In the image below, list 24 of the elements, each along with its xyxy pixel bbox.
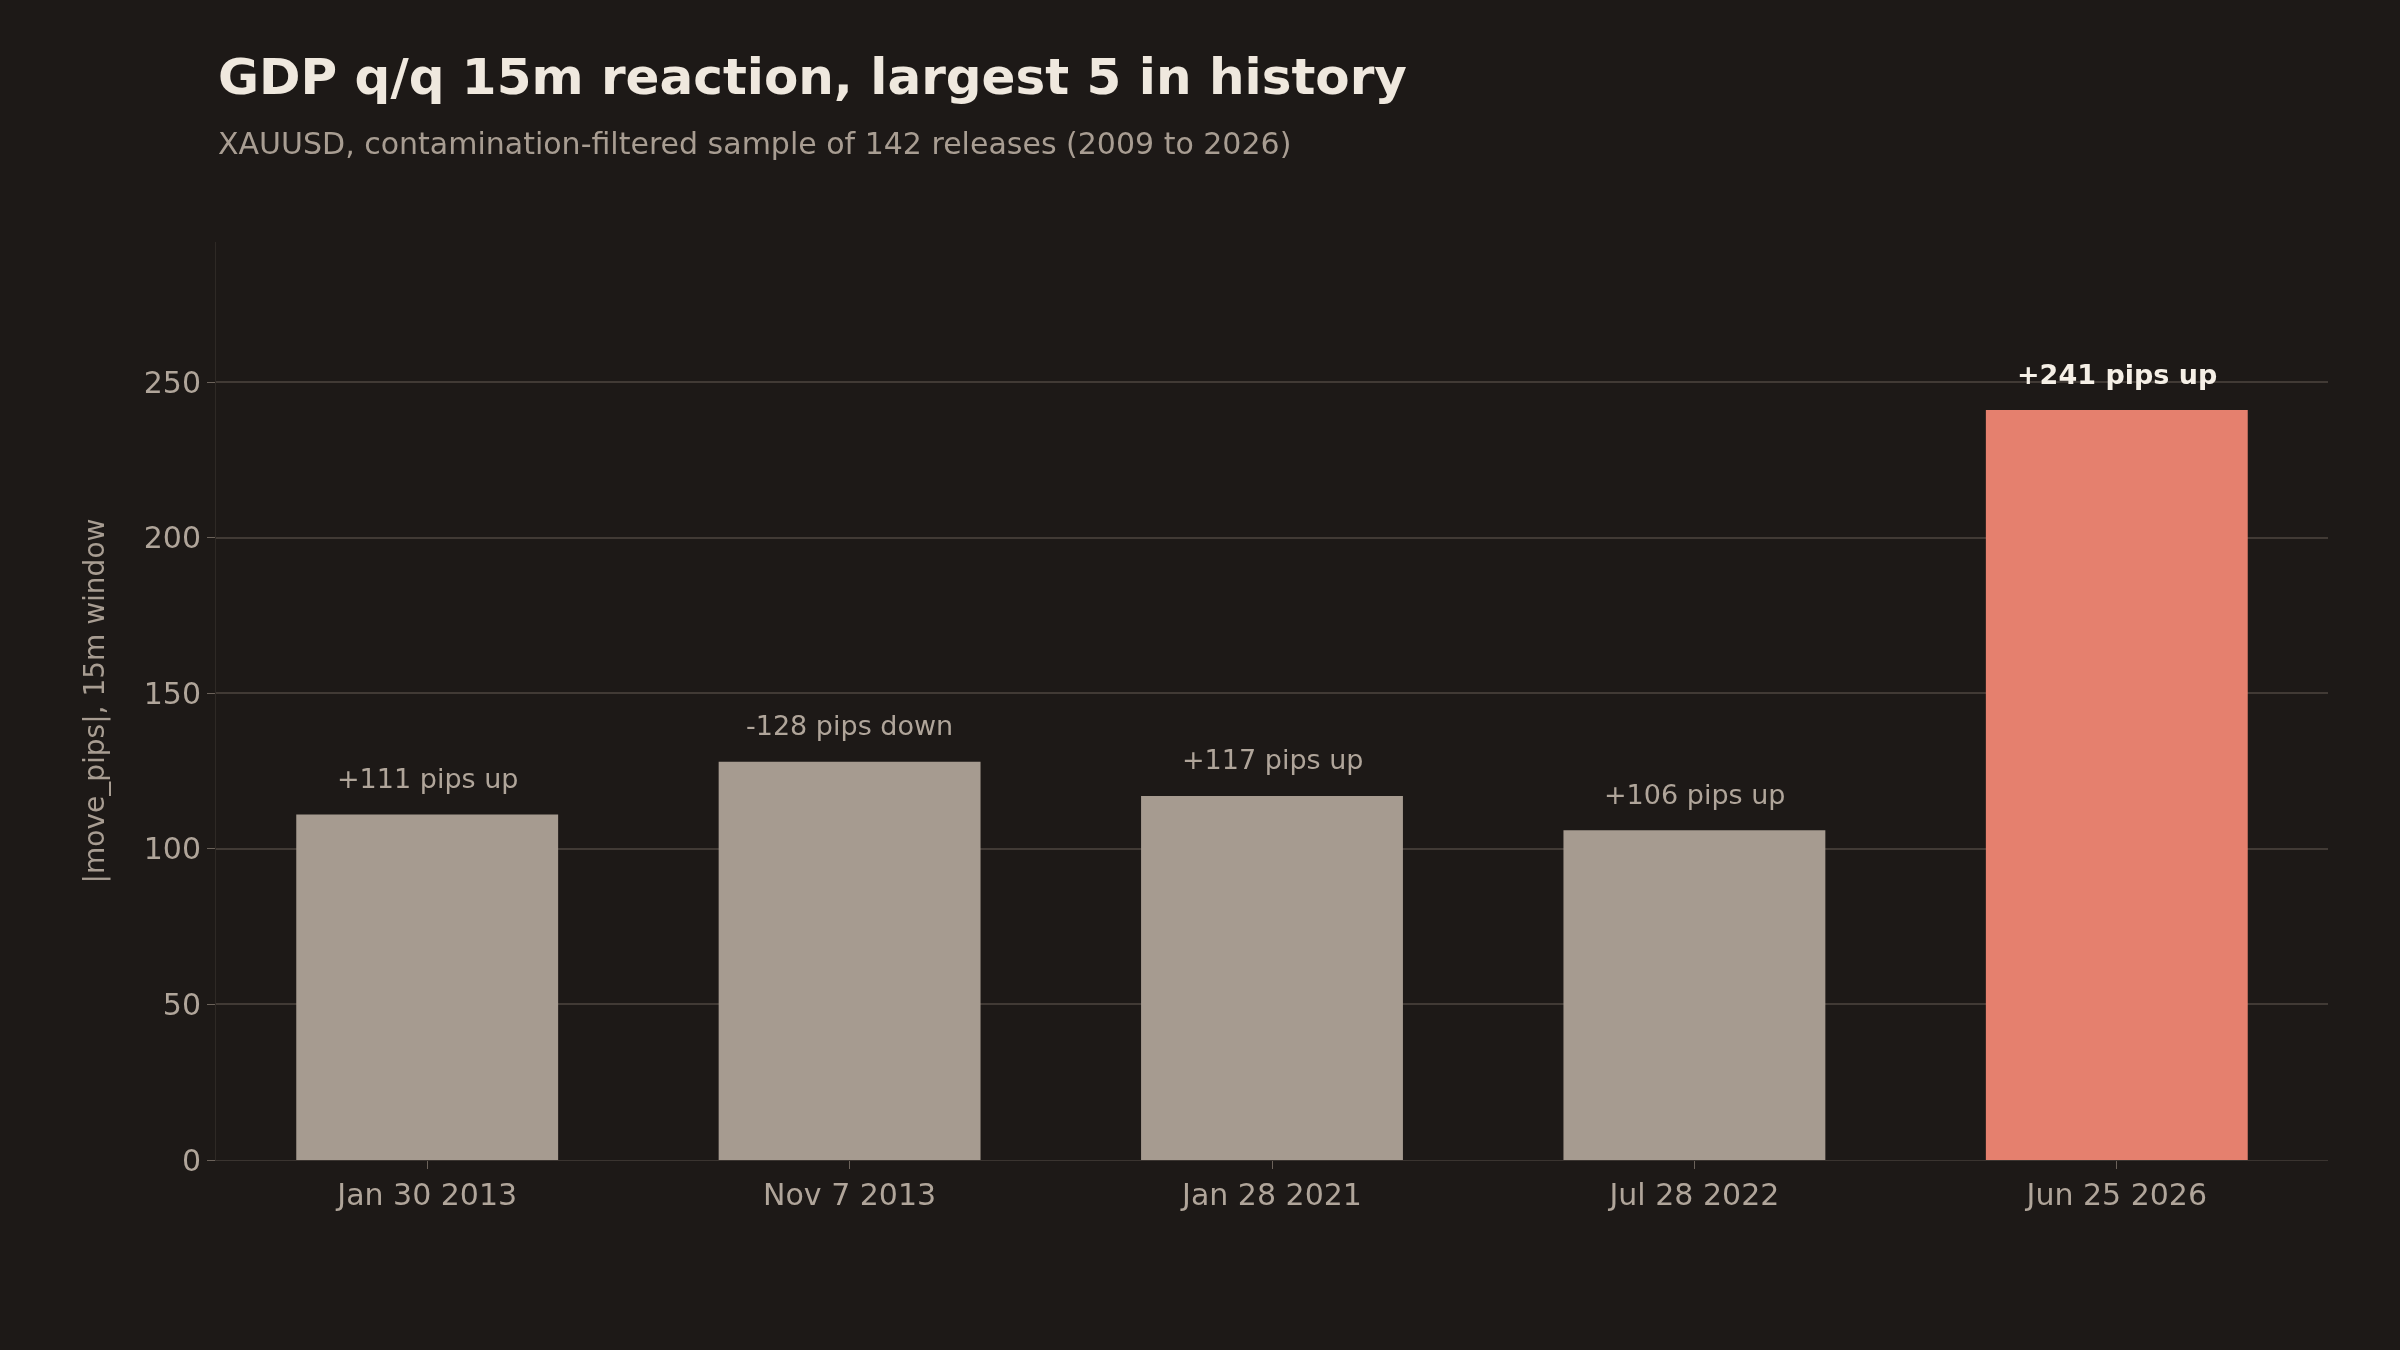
y-axis-title: |move_pips|, 15m window	[78, 518, 112, 884]
y-tick-label: 250	[143, 364, 201, 400]
y-tick-label: 200	[143, 520, 201, 556]
annotation: +241 pips up	[2017, 359, 2218, 390]
annotation: -128 pips down	[746, 710, 954, 741]
annotation: +111 pips up	[337, 763, 519, 794]
chart-title: GDP q/q 15m reaction, largest 5 in history	[218, 48, 1407, 106]
bar	[718, 761, 981, 1160]
y-tick-label: 0	[181, 1142, 201, 1178]
bar	[1141, 795, 1403, 1160]
x-tick-label: Jun 25 2026	[2024, 1177, 2208, 1212]
bar	[296, 814, 559, 1160]
y-tick-label: 100	[143, 831, 201, 867]
bar	[1985, 410, 2248, 1160]
bar	[1563, 830, 1826, 1160]
x-tick-label: Jan 30 2013	[335, 1177, 518, 1212]
y-tick-label: 50	[162, 986, 201, 1022]
x-tick-label: Jan 28 2021	[1180, 1177, 1362, 1212]
chart-subtitle: XAUUSD, contamination-filtered sample of 142 releases (2009 to 2026)	[218, 126, 1292, 161]
annotation: +106 pips up	[1604, 779, 1786, 810]
x-tick-label: Jul 28 2022	[1607, 1177, 1780, 1212]
y-tick-label: 150	[143, 675, 201, 711]
x-tick-label: Nov 7 2013	[763, 1177, 937, 1212]
annotation: +117 pips up	[1182, 744, 1364, 775]
